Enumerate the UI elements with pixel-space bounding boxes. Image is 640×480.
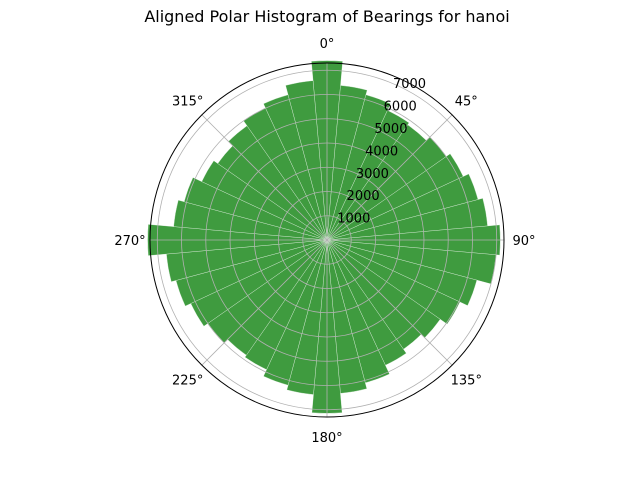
theta-tick-label-315: 315°	[172, 95, 203, 110]
bar-bearing-210	[244, 239, 328, 370]
theta-tick-label-0: 0°	[320, 37, 335, 52]
radial-tick-label-5000: 5000	[374, 122, 407, 137]
theta-tick-label-45: 45°	[455, 95, 478, 110]
grid-layer	[150, 63, 504, 417]
angular-gridline-135	[326, 239, 453, 366]
bar-bearing-350	[285, 80, 328, 241]
theta-tick-labels: 0° 45° 90° 135° 180° 225° 270° 315°	[114, 37, 535, 446]
radial-tick-label-7000: 7000	[393, 77, 426, 92]
theta-tick-label-180: 180°	[311, 431, 342, 446]
bar-bearing-280	[173, 199, 328, 241]
bar-bearing-200	[263, 239, 328, 386]
bar-bearing-190	[286, 239, 328, 395]
radial-tick-labels: 1000 2000 3000 4000 5000 6000 7000	[337, 77, 426, 226]
radial-tick-label-4000: 4000	[365, 144, 398, 159]
bar-bearing-10	[326, 85, 368, 241]
bar-bearing-30	[326, 110, 410, 241]
chart-title: Aligned Polar Histogram of Bearings for …	[144, 7, 509, 26]
angular-gridline-315	[201, 114, 328, 241]
radial-tick-label-3000: 3000	[356, 167, 389, 182]
bar-bearing-110	[326, 239, 478, 306]
bar-bearing-20	[326, 94, 391, 241]
angular-gridline-225	[201, 239, 328, 366]
theta-tick-label-270: 270°	[114, 234, 145, 249]
theta-tick-label-135: 135°	[451, 373, 482, 388]
theta-tick-label-225: 225°	[172, 373, 203, 388]
angular-gridline-45	[326, 114, 453, 241]
radial-tick-label-1000: 1000	[337, 212, 370, 227]
bar-bearing-290	[183, 177, 328, 241]
theta-tick-label-90: 90°	[512, 234, 535, 249]
radial-tick-label-6000: 6000	[384, 100, 417, 115]
radial-tick-label-2000: 2000	[347, 189, 380, 204]
bar-bearing-300	[201, 160, 328, 241]
bar-bearing-120	[326, 239, 461, 325]
polar-outer-frame	[149, 62, 505, 418]
